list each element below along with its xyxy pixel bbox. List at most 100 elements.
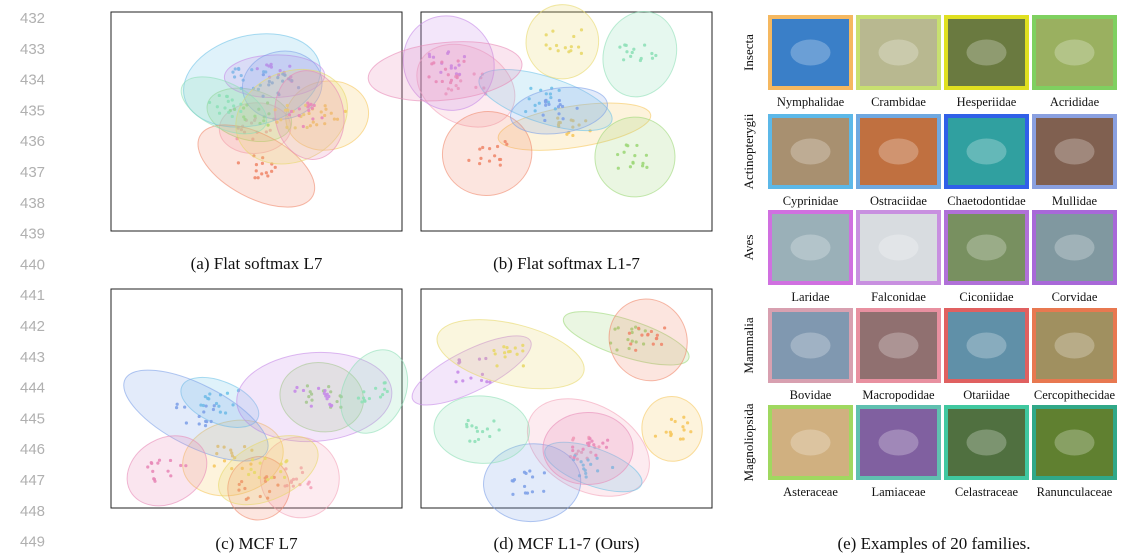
cluster-point	[232, 104, 235, 107]
cluster-point	[226, 392, 229, 395]
cluster-point	[663, 326, 666, 329]
cluster-point	[504, 140, 507, 143]
line-number: 432	[20, 10, 45, 27]
cluster-point	[561, 117, 564, 120]
line-number: 443	[20, 349, 45, 366]
cluster-point	[379, 395, 382, 398]
line-number: 436	[20, 133, 45, 150]
cluster-point	[386, 390, 389, 393]
cluster-point	[184, 464, 187, 467]
cluster-point	[577, 45, 580, 48]
image-subject	[791, 430, 831, 456]
cluster-point	[430, 62, 433, 65]
line-number: 447	[20, 472, 45, 489]
cluster-point	[320, 116, 323, 119]
embedding-plot	[111, 12, 402, 231]
cluster-point	[654, 54, 657, 57]
cluster-point	[253, 176, 256, 179]
image-subject	[791, 40, 831, 66]
cluster-point	[169, 459, 172, 462]
cluster-point	[298, 114, 301, 117]
cluster-point	[629, 342, 632, 345]
line-number: 444	[20, 380, 45, 397]
cluster-point	[151, 470, 154, 473]
cluster-point	[262, 73, 265, 76]
line-number: 434	[20, 72, 45, 89]
cluster-point	[635, 144, 638, 147]
cluster-point	[175, 406, 178, 409]
cluster-point	[572, 456, 575, 459]
cluster-point	[488, 381, 491, 384]
cluster-point	[559, 103, 562, 106]
image-subject	[967, 139, 1007, 165]
family-label: Ranunculaceae	[1037, 485, 1113, 499]
cluster-point	[308, 480, 311, 483]
cluster-point	[686, 421, 689, 424]
cluster-point	[249, 468, 252, 471]
group-label: Magnoliopsida	[741, 403, 756, 481]
panel-caption: (a) Flat softmax L7	[191, 254, 323, 273]
cluster-point	[444, 68, 447, 71]
cluster-point	[468, 440, 471, 443]
cluster-point	[363, 400, 366, 403]
cluster-point	[255, 169, 258, 172]
cluster-point	[623, 151, 626, 154]
cluster-point	[616, 153, 619, 156]
cluster-point	[309, 486, 312, 489]
cluster-point	[481, 146, 484, 149]
cluster-point	[223, 106, 226, 109]
cluster-point	[475, 426, 478, 429]
panel-caption: (b) Flat softmax L1-7	[493, 254, 640, 273]
cluster-point	[498, 428, 501, 431]
cluster-point	[505, 346, 508, 349]
cluster-point	[516, 353, 519, 356]
cluster-point	[623, 43, 626, 46]
cluster-point	[545, 43, 548, 46]
cluster-point	[225, 95, 228, 98]
cluster-point	[625, 50, 628, 53]
cluster-point	[166, 470, 169, 473]
cluster-point	[447, 73, 450, 76]
panel-caption: (d) MCF L1-7 (Ours)	[494, 534, 640, 553]
image-subject	[1055, 40, 1095, 66]
family-label: Corvidae	[1052, 290, 1098, 304]
cluster-point	[654, 435, 657, 438]
cluster-point	[544, 104, 547, 107]
cluster-point	[628, 332, 631, 335]
line-number: 442	[20, 318, 45, 335]
cluster-point	[183, 405, 186, 408]
cluster-point	[298, 107, 301, 110]
cluster-point	[480, 379, 483, 382]
cluster-point	[557, 112, 560, 115]
cluster-point	[158, 459, 161, 462]
cluster-point	[477, 438, 480, 441]
image-subject	[791, 333, 831, 359]
cluster-point	[213, 404, 216, 407]
cluster-point	[592, 443, 595, 446]
line-number: 438	[20, 195, 45, 212]
cluster-point	[486, 427, 489, 430]
cluster-point	[270, 170, 273, 173]
cluster-point	[470, 424, 473, 427]
cluster-point	[462, 60, 465, 63]
family-label: Chaetodontidae	[947, 194, 1026, 208]
cluster-point	[665, 431, 668, 434]
cluster-point	[488, 435, 491, 438]
cluster-point	[441, 80, 444, 83]
cluster-point	[176, 403, 179, 406]
cluster-point	[306, 102, 309, 105]
cluster-point	[212, 408, 215, 411]
cluster-point	[198, 422, 201, 425]
cluster-point	[531, 490, 534, 493]
image-subject	[879, 40, 919, 66]
cluster-point	[582, 448, 585, 451]
group-label: Insecta	[741, 34, 756, 71]
cluster-point	[457, 59, 460, 62]
cluster-point	[548, 47, 551, 50]
cluster-point	[551, 30, 554, 33]
cluster-point	[270, 476, 273, 479]
image-subject	[879, 430, 919, 456]
family-label: Nymphalidae	[777, 95, 845, 109]
cluster-point	[622, 58, 625, 61]
cluster-point	[383, 388, 386, 391]
